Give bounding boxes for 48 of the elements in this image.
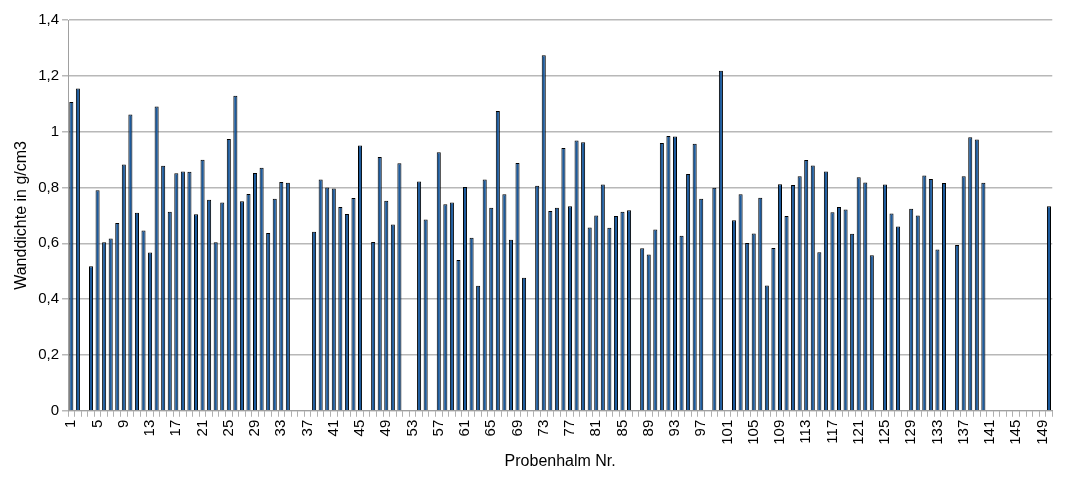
x-tick-label: 97 [691, 419, 709, 437]
x-tick-label: 145 [1006, 419, 1024, 445]
x-tick-label: 117 [822, 419, 840, 444]
y-tick-label: 1 [50, 121, 60, 139]
x-tick-label: 101 [717, 419, 735, 445]
x-tick-label: 9 [113, 419, 131, 429]
x-tick-label: 45 [350, 419, 368, 437]
x-tick-label: 1 [61, 419, 79, 429]
x-tick-label: 61 [455, 419, 473, 437]
x-tick-label: 93 [665, 419, 683, 437]
y-tick-label: 1,2 [38, 65, 60, 83]
x-tick-label: 13 [140, 419, 158, 437]
x-tick-label: 141 [980, 419, 998, 445]
x-tick-label: 89 [638, 419, 656, 437]
x-tick-label: 73 [533, 419, 551, 437]
y-tick-label: 0 [50, 400, 60, 418]
x-tick-label: 17 [166, 419, 184, 437]
x-tick-label: 49 [376, 419, 394, 437]
x-tick-label: 29 [245, 419, 263, 437]
x-tick-label: 53 [402, 419, 420, 437]
y-tick-label: 0,2 [38, 345, 60, 363]
x-tick-label: 109 [770, 419, 788, 445]
x-tick-label: 85 [612, 419, 630, 437]
x-tick-label: 121 [848, 419, 866, 445]
x-tick-label: 25 [218, 419, 236, 437]
x-tick-label: 113 [796, 419, 814, 444]
x-tick-label: 81 [586, 419, 604, 437]
y-axis-title: Wanddichte in g/cm3 [12, 140, 30, 290]
x-tick-label: 129 [901, 419, 919, 445]
y-tick-label: 1,4 [38, 10, 60, 28]
x-tick-label: 105 [743, 419, 761, 445]
x-tick-label: 149 [1032, 419, 1050, 445]
x-tick-label: 133 [927, 419, 945, 445]
x-tick-label: 41 [323, 419, 341, 437]
x-tick-label: 37 [297, 419, 315, 437]
x-tick-label: 65 [481, 419, 499, 437]
x-tick-label: 69 [507, 419, 525, 437]
y-tick-label: 0,6 [38, 233, 60, 251]
x-tick-label: 77 [560, 419, 578, 437]
x-tick-label: 125 [875, 419, 893, 445]
y-tick-label: 0,8 [38, 177, 60, 195]
y-tick-label: 0,4 [38, 289, 60, 307]
x-tick-label: 21 [192, 419, 210, 437]
x-tick-label: 57 [428, 419, 446, 437]
x-tick-label: 137 [953, 419, 971, 445]
x-tick-label: 33 [271, 419, 289, 437]
x-axis-title: Probenhalm Nr. [504, 451, 616, 469]
x-tick-label: 5 [87, 419, 105, 429]
